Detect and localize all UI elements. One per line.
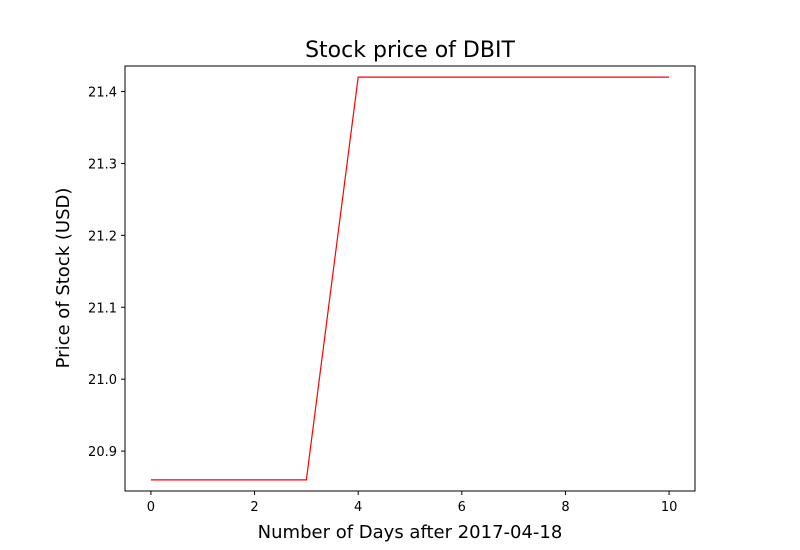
- x-tick-label: 0: [147, 500, 155, 515]
- series-layer: [150, 76, 670, 481]
- series-line: [150, 76, 670, 481]
- y-axis-title: Price of Stock (USD): [53, 188, 74, 369]
- chart-title: Stock price of DBIT: [305, 38, 515, 63]
- x-tick-label: 8: [561, 500, 569, 515]
- plot-frame: [124, 65, 696, 492]
- x-axis-title: Number of Days after 2017-04-18: [258, 522, 563, 543]
- y-tick-label: 20.9: [88, 445, 117, 460]
- y-tick-label: 21.1: [88, 301, 117, 316]
- y-tick-label: 21.4: [88, 86, 117, 101]
- y-tick-label: 21.3: [88, 157, 117, 172]
- x-tick-label: 4: [354, 500, 362, 515]
- y-tick-label: 21.0: [88, 373, 117, 388]
- x-tick-label: 10: [661, 500, 678, 515]
- x-tick-label: 6: [458, 500, 466, 515]
- y-tick-label: 21.2: [88, 229, 117, 244]
- x-tick-label: 2: [250, 500, 258, 515]
- x-axis: 0 2 4 6 8 10: [147, 491, 678, 515]
- y-axis: 20.9 21.0 21.1 21.2 21.3 21.4: [88, 86, 125, 460]
